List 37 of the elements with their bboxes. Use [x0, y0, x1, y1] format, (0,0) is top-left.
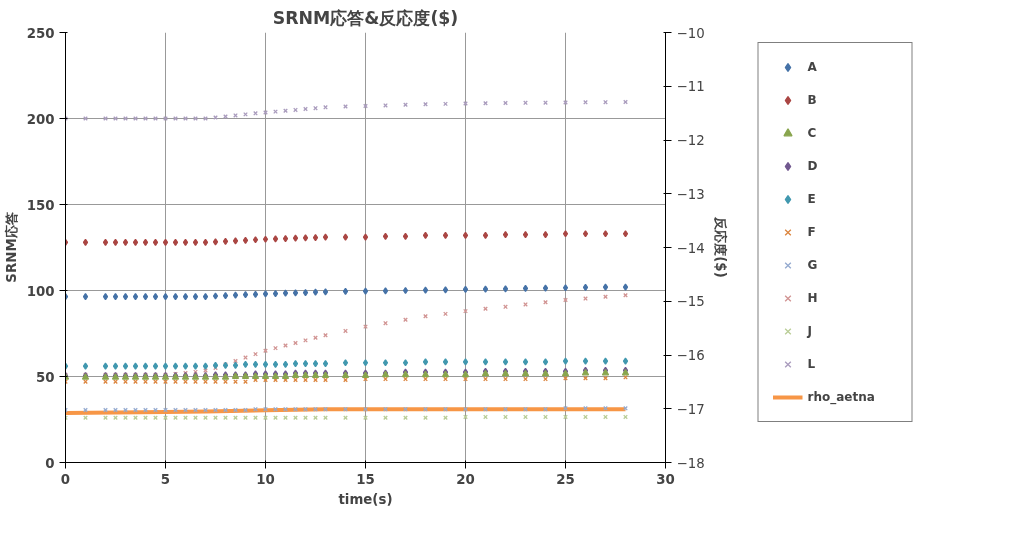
y2-axis-title: 反応度($) — [712, 216, 728, 278]
y2-tick-label: −13 — [676, 186, 705, 202]
legend-label: G — [807, 258, 819, 272]
y-tick-label: 150 — [26, 197, 55, 213]
x-tick-label: 0 — [60, 471, 71, 487]
x-tick-label: 30 — [656, 471, 675, 487]
y2-tick-label: −18 — [676, 455, 705, 471]
y-axis-title: SRNM応答 — [3, 211, 19, 283]
legend-label: rho_aetna — [807, 390, 876, 404]
legend-label: C — [807, 126, 818, 140]
y2-tick-label: −17 — [676, 401, 705, 417]
legend-label: H — [807, 291, 819, 305]
legend-label: E — [807, 192, 817, 206]
x-axis-title: time(s) — [338, 491, 393, 507]
legend-label: F — [807, 225, 817, 239]
y-tick-label: 250 — [26, 25, 55, 41]
x-tick-label: 10 — [256, 471, 275, 487]
y-tick-label: 200 — [26, 111, 55, 127]
x-tick-label: 20 — [456, 471, 475, 487]
x-tick-label: 5 — [160, 471, 171, 487]
y2-tick-label: −10 — [676, 25, 705, 41]
y2-tick-label: −11 — [676, 79, 705, 95]
legend-label: J — [807, 324, 813, 338]
y2-tick-label: −12 — [676, 133, 705, 148]
y2-tick-label: −15 — [676, 294, 705, 310]
x-tick-label: 15 — [356, 471, 375, 487]
y2-tick-label: −14 — [676, 240, 705, 256]
legend-label: B — [807, 93, 818, 107]
legend-label: A — [807, 60, 818, 74]
y-tick-label: 100 — [26, 283, 55, 299]
legend-label: L — [807, 357, 817, 371]
y-tick-label: 50 — [35, 369, 55, 385]
legend-label: D — [807, 159, 819, 173]
y-tick-label: 0 — [45, 455, 55, 471]
x-tick-label: 25 — [556, 471, 575, 487]
y2-tick-label: −16 — [676, 348, 705, 363]
chart-title: SRNM応答&反応度($) — [272, 7, 459, 28]
